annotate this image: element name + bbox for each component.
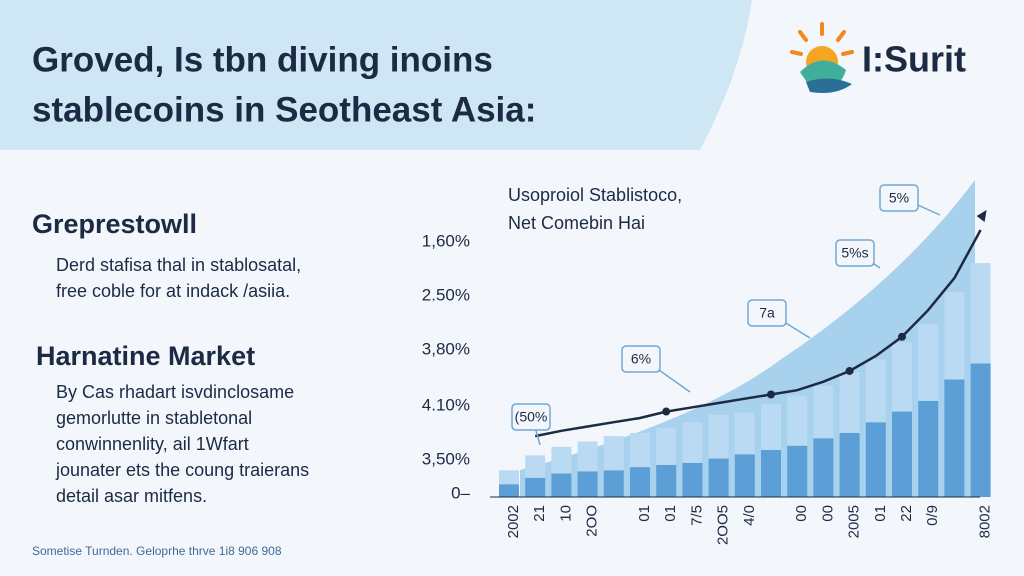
bar-segment (918, 323, 939, 401)
x-tick-label: 7/5 (688, 505, 705, 526)
callout-label: 5%s (841, 245, 868, 261)
x-tick-label: 2005 (846, 505, 863, 538)
bar-segment (761, 404, 781, 451)
x-tick-label: 10 (557, 505, 574, 522)
callout-box (835, 239, 875, 267)
x-tick-label: 21 (531, 505, 548, 522)
x-tick-label: 01 (636, 505, 653, 522)
trend-marker (662, 407, 671, 416)
bar-segment (839, 372, 860, 433)
bar-segment (813, 385, 834, 439)
x-tick-label: 2OO (584, 505, 601, 537)
bar-segment (918, 400, 939, 497)
axis-label: 0– (451, 483, 470, 502)
header-band (0, 0, 752, 150)
bar-segment (813, 438, 834, 497)
callout-box (621, 345, 661, 373)
callout-box (747, 299, 787, 327)
bar-segment (577, 441, 598, 472)
bar-segment (970, 363, 991, 497)
trend-marker (845, 366, 854, 375)
x-tick-label: 4/0 (741, 505, 758, 526)
callout-label: 5% (889, 190, 909, 206)
axis-label: 2.50% (422, 285, 470, 304)
axis-label: 4.10% (422, 395, 470, 414)
bar-segment (865, 422, 886, 497)
bar-segment (525, 455, 546, 478)
logo-text: I:Surit (862, 39, 966, 80)
bar-segment (551, 473, 572, 497)
bar-segment (787, 395, 808, 446)
section-text: free coble for at indack /asiia. (56, 281, 290, 301)
bar-segment (708, 458, 729, 497)
x-tick-label: 2002 (505, 505, 522, 538)
bar-segment (761, 450, 781, 497)
section-text: detail asar mitfens. (56, 486, 207, 506)
bar-segment (656, 464, 677, 497)
x-tick-label: 2OO5 (715, 505, 732, 545)
bar-segment (944, 291, 965, 380)
callout-label: (50% (515, 409, 548, 425)
bar-segment (892, 411, 912, 497)
logo-icon (790, 22, 854, 93)
axis-label: 1,60% (422, 231, 470, 250)
x-tick-label: 00 (793, 505, 810, 522)
x-tick-label: 01 (662, 505, 679, 522)
bar-segment (892, 342, 912, 412)
x-tick-label: 8002 (977, 505, 994, 538)
callout-label: 7a (759, 305, 775, 321)
bar-segment (656, 427, 677, 465)
bar-segment (603, 436, 624, 471)
bar-segment (551, 446, 572, 474)
chart-title: Usoproiol Stablistoco, (508, 185, 682, 205)
section-text: Derd stafisa thal in stablosatal, (56, 255, 301, 275)
x-tick-label: 00 (819, 505, 836, 522)
title-line: stablecoins in Seotheast Asia: (32, 90, 536, 129)
arrow-head (976, 210, 987, 222)
bar-segment (734, 412, 755, 455)
section-text: conwinnenlity, ail 1Wfart (56, 434, 249, 454)
x-tick-label: 22 (898, 505, 915, 522)
bar-segment (682, 462, 703, 497)
bar-segment (577, 471, 598, 497)
section-text: jounater ets the coung traierans (55, 460, 309, 480)
x-tick-label: 01 (872, 505, 889, 522)
trend-marker (898, 332, 906, 341)
bar-segment (839, 432, 860, 497)
axis-label: 3,50% (422, 449, 470, 468)
trend-marker (767, 390, 775, 399)
bar-segment (630, 432, 650, 468)
axis-label: 3,80% (422, 339, 470, 358)
x-tick-label: 0/9 (924, 505, 941, 526)
callout-box (879, 184, 919, 212)
bar-segment (499, 470, 519, 485)
background-area (520, 180, 975, 497)
section-text: By Cas rhadart isvdinclosame (56, 382, 294, 402)
bar-segment (708, 414, 729, 459)
bar-segment (603, 470, 624, 497)
trend-line (534, 229, 982, 438)
section-text: gemorlutte in stabletonal (56, 408, 252, 428)
bar-segment (970, 263, 991, 364)
bar-segment (525, 477, 546, 497)
chart-title: Net Comebin Hai (508, 213, 645, 233)
bar-segment (865, 359, 886, 423)
bar-segment (787, 445, 808, 497)
callout-label: 6% (631, 351, 651, 367)
title-line: Groved, Is tbn diving inoins (32, 40, 493, 79)
footer: Sometise Turnden. Geloprhe thrve 1i8 906… (32, 544, 282, 558)
bar-segment (734, 454, 755, 497)
bar-segment (499, 484, 519, 497)
bar-segment (630, 467, 650, 497)
bar-segment (682, 422, 703, 463)
section-heading: Greprestowll (32, 209, 197, 239)
bar-segment (944, 379, 965, 497)
callout-box (511, 403, 551, 431)
section-heading: Harnatine Market (36, 341, 255, 371)
